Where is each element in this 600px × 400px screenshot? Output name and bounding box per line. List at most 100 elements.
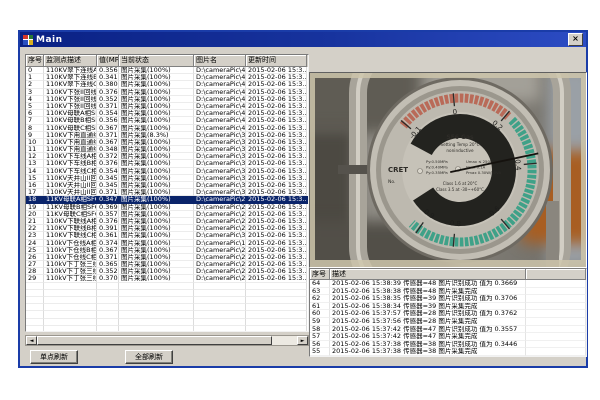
cell-id: [26, 282, 44, 290]
table-row[interactable]: 6110KV母联A相SF...0.354图片采集(100%)D:\cameraP…: [26, 110, 308, 118]
column-header[interactable]: 更新时间: [246, 55, 307, 67]
cell-pic: D:\cameraPic\38\...: [194, 182, 246, 190]
cell-id: [26, 297, 44, 305]
cell-value: 0.374: [97, 239, 119, 247]
column-header[interactable]: 监测点描述: [44, 55, 97, 67]
cell-pic: D:\cameraPic\20\...: [194, 246, 246, 254]
gauge-green-band: [408, 116, 537, 247]
cell-status: 图片采集(100%): [119, 174, 194, 182]
cell-status: 图片采集(100%): [119, 232, 194, 240]
table-row[interactable]: 10110KV下甪直通线...0.367图片采集(100%)D:\cameraP…: [26, 138, 308, 147]
table-row[interactable]: 12110KV下车线A相...0.372图片采集(100%)D:\cameraP…: [26, 153, 308, 161]
log-row[interactable]: 60 2015-02-06 15:37:57 传感器=28 图片识别成功 值为 0…: [310, 310, 586, 318]
cell-value: [97, 297, 119, 305]
cell-value: [97, 289, 119, 297]
log-row[interactable]: 57 2015-02-06 15:37:42 传感器=47 图片采集完成: [310, 333, 586, 341]
log-table[interactable]: 序号 描述 64 2015-02-06 15:38:39 传感器=48 图片识别成…: [309, 268, 587, 357]
column-header[interactable]: 当前状态: [119, 55, 194, 67]
column-header[interactable]: 描述: [330, 269, 526, 280]
table-row[interactable]: 25110kV下仓线B相S...0.367图片采集(100%)D:\camera…: [26, 246, 308, 254]
cell-value: 0.361: [97, 232, 119, 240]
scroll-left-icon[interactable]: ◄: [26, 336, 37, 345]
cell-id: 8: [26, 124, 44, 132]
table-row[interactable]: 9110KV下甪直通线...0.371图片采集(8.3%)D:\cameraPi…: [26, 131, 308, 139]
table-row[interactable]: 5110KV下张II回线C...0.371图片采集(100%)D:\camera…: [26, 102, 308, 111]
table-row[interactable]: 1911KV母联B相SF6...0.369图片采集(100%)D:\camera…: [26, 203, 308, 211]
log-row[interactable]: 64 2015-02-06 15:38:39 传感器=48 图片识别成功 值为 0…: [310, 280, 586, 288]
cell-status: 图片采集(100%): [119, 239, 194, 247]
cell-status: 图片采集(100%): [119, 167, 194, 175]
cell-time: 2015-02-06 15:3...: [246, 210, 307, 218]
column-header[interactable]: 序号: [26, 55, 44, 67]
app-window: Main × 序号 监测点描述 值(MPa) 当前状态 图片名 更新时间 011…: [18, 30, 588, 368]
table-row[interactable]: 27110kV下丁张三线...0.365图片采集(100%)D:\cameraP…: [26, 261, 308, 269]
log-row[interactable]: 59 2015-02-06 15:37:56 传感器=28 图片采集完成: [310, 317, 586, 326]
log-row[interactable]: 62 2015-02-06 15:38:35 传感器=39 图片识别成功 值为 0…: [310, 295, 586, 303]
horizontal-scrollbar[interactable]: ◄ ►: [25, 335, 309, 346]
table-row[interactable]: 11110KV下甪直通线...0.348图片采集(100%)D:\cameraP…: [26, 146, 308, 154]
cell-desc: 110KV下张II回线B...: [44, 95, 97, 103]
cell-id: 19: [26, 203, 44, 211]
table-row[interactable]: 0110KV翠下连线A...0.356图片采集(100%)D:\cameraPi…: [26, 67, 308, 75]
cell-value: [97, 318, 119, 326]
log-row[interactable]: 61 2015-02-06 15:38:34 传感器=39 图片采集完成: [310, 302, 586, 311]
table-row[interactable]: 23110KV下联线C相...0.361图片采集(100%)D:\cameraP…: [26, 232, 308, 240]
cell-pic: D:\cameraPic\30\...: [194, 232, 246, 240]
table-row[interactable]: 21110KV下联线A相...0.376图片采集(100%)D:\cameraP…: [26, 217, 308, 226]
table-row[interactable]: 8110KV母联C相SF...0.367图片采集(100%)D:\cameraP…: [26, 124, 308, 132]
titlebar[interactable]: Main ×: [20, 32, 586, 47]
gauge-serial-label: No.: [388, 179, 395, 185]
cell-desc: 11KV母联B相SF6...: [44, 203, 97, 211]
table-row[interactable]: 26110kV下仓线C相S...0.371图片采集(100%)D:\camera…: [26, 253, 308, 262]
gauge-left-handle: [338, 165, 372, 174]
scrollbar-thumb[interactable]: [37, 336, 272, 345]
cell-desc: 110KV下甪直通线...: [44, 131, 97, 139]
table-row[interactable]: 2110KV翠下连线C...0.380图片采集(100%)D:\cameraPi…: [26, 81, 308, 89]
table-row[interactable]: 1811KV母联A相SF6...0.347图片采集(100%)D:\camera…: [26, 196, 308, 204]
cell-id: 64: [310, 280, 330, 288]
table-row[interactable]: 15110KV天井山II回A...0.345图片采集(100%)D:\camer…: [26, 174, 308, 182]
table-row[interactable]: 2011KV母联C相SF6...0.357图片采集(100%)D:\camera…: [26, 210, 308, 218]
table-row[interactable]: 3110KV下张II回线A...0.376图片采集(100%)D:\camera…: [26, 88, 308, 96]
log-row[interactable]: 58 2015-02-06 15:37:42 传感器=47 图片识别成功 值为 0…: [310, 325, 586, 334]
cell-desc: 110KV翠下连线B...: [44, 74, 97, 82]
single-refresh-button[interactable]: 单点刷新: [30, 350, 78, 364]
app-icon: [23, 34, 33, 45]
column-header[interactable]: 序号: [310, 269, 330, 280]
cell-pic: [194, 304, 246, 312]
cell-value: 0.354: [97, 167, 119, 175]
table-row: [26, 311, 308, 319]
gauge-scale-label: 0: [452, 108, 457, 116]
log-row[interactable]: 56 2015-02-06 15:37:38 传感器=38 图片识别成功 值为 0…: [310, 340, 586, 349]
monitor-table[interactable]: 序号 监测点描述 值(MPa) 当前状态 图片名 更新时间 0110KV翠下连线…: [25, 54, 309, 332]
cell-status: [119, 318, 194, 326]
table-row[interactable]: 24110kV下仓线A相S...0.374图片采集(100%)D:\camera…: [26, 239, 308, 247]
log-row[interactable]: 55 2015-02-06 15:37:38 传感器=38 图片采集完成: [310, 348, 586, 356]
table-row[interactable]: 13110KV下车线B相...0.376图片采集(100%)D:\cameraP…: [26, 160, 308, 168]
cell-status: 图片采集(100%): [119, 196, 194, 204]
cell-id: 10: [26, 138, 44, 147]
column-header[interactable]: 值(MPa): [97, 55, 119, 67]
cell-pic: [194, 311, 246, 319]
cell-id: 15: [26, 174, 44, 182]
column-header[interactable]: 图片名: [194, 55, 246, 67]
log-row[interactable]: 63 2015-02-06 15:38:38 传感器=48 图片采集完成: [310, 287, 586, 296]
table-row[interactable]: 7110KV母联B相SF...0.356图片采集(100%)D:\cameraP…: [26, 117, 308, 125]
table-row[interactable]: 16110KV天井山II回B...0.345图片采集(100%)D:\camer…: [26, 182, 308, 190]
cell-time: 2015-02-06 15:3...: [246, 275, 307, 283]
cell-value: 0.345: [97, 174, 119, 182]
table-row[interactable]: 29110kV下丁张三线...0.370图片采集(100%)D:\cameraP…: [26, 275, 308, 283]
table-row[interactable]: 1110KV翠下连线B...0.341图片采集(100%)D:\cameraPi…: [26, 74, 308, 82]
gauge-dial-text: Setting Temp 20°C: [440, 142, 479, 147]
table-row[interactable]: 4110KV下张II回线B...0.352图片采集(100%)D:\camera…: [26, 95, 308, 103]
table-row[interactable]: 28110kV下丁张三线...0.352图片采集(100%)D:\cameraP…: [26, 268, 308, 276]
table-row[interactable]: 17110KV天井山II回C...0.371图片采集(100%)D:\camer…: [26, 189, 308, 197]
cell-id: 6: [26, 110, 44, 118]
column-header[interactable]: [526, 269, 586, 280]
all-refresh-button[interactable]: 全部刷新: [125, 350, 173, 364]
close-icon[interactable]: ×: [568, 33, 583, 46]
table-row[interactable]: 22110KV下联线B相...0.391图片采集(100%)D:\cameraP…: [26, 225, 308, 233]
scroll-right-icon[interactable]: ►: [297, 336, 308, 345]
table-row[interactable]: 14110KV下车线C相...0.354图片采集(100%)D:\cameraP…: [26, 167, 308, 175]
